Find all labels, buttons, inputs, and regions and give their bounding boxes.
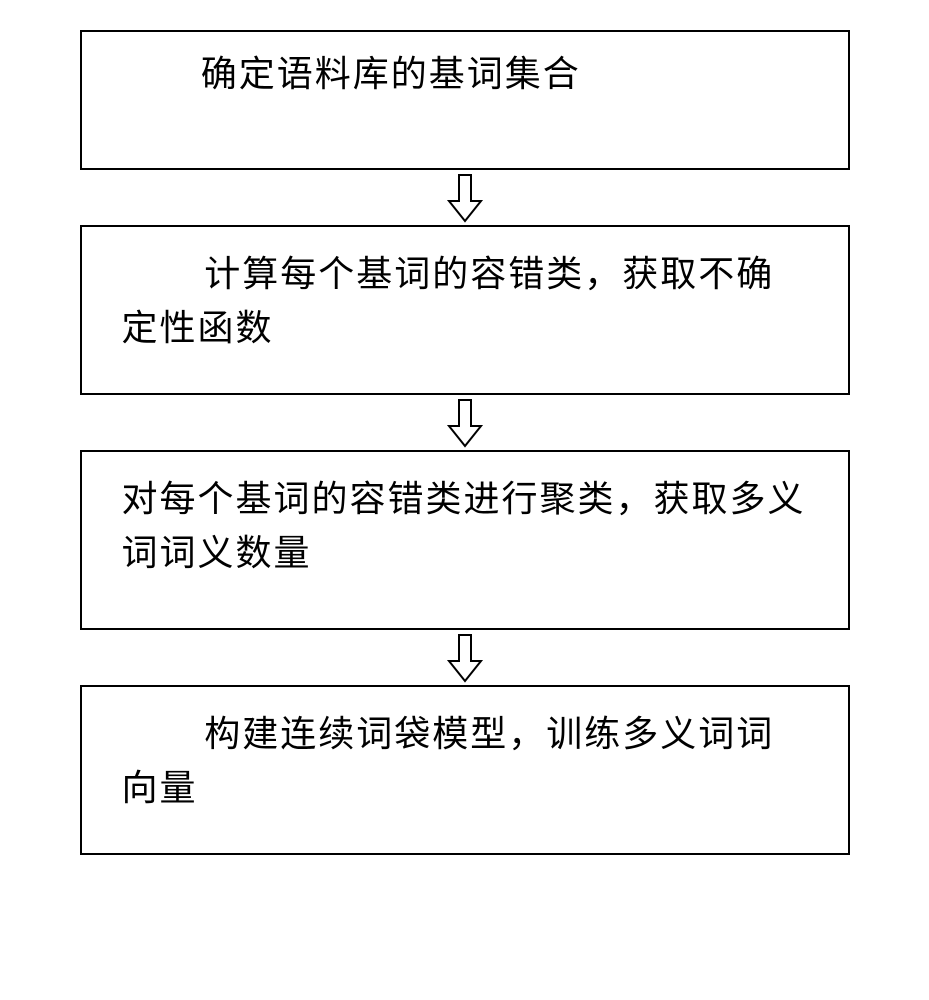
flowchart-step-4: 构建连续词袋模型，训练多义词词向量 — [80, 685, 850, 855]
step-3-text: 对每个基词的容错类进行聚类，获取多义词词义数量 — [122, 472, 808, 580]
flowchart-step-3: 对每个基词的容错类进行聚类，获取多义词词义数量 — [80, 450, 850, 630]
down-arrow-icon — [445, 398, 485, 448]
flowchart-container: 确定语料库的基词集合 计算每个基词的容错类，获取不确定性函数 对每个基词的容错类… — [60, 30, 869, 855]
arrow-1 — [60, 170, 869, 225]
flowchart-step-1: 确定语料库的基词集合 — [80, 30, 850, 170]
step-2-text: 计算每个基词的容错类，获取不确定性函数 — [122, 247, 808, 355]
step-4-text: 构建连续词袋模型，训练多义词词向量 — [122, 707, 808, 815]
step-1-text: 确定语料库的基词集合 — [122, 47, 808, 101]
arrow-2 — [60, 395, 869, 450]
flowchart-step-2: 计算每个基词的容错类，获取不确定性函数 — [80, 225, 850, 395]
down-arrow-icon — [445, 633, 485, 683]
down-arrow-icon — [445, 173, 485, 223]
arrow-3 — [60, 630, 869, 685]
